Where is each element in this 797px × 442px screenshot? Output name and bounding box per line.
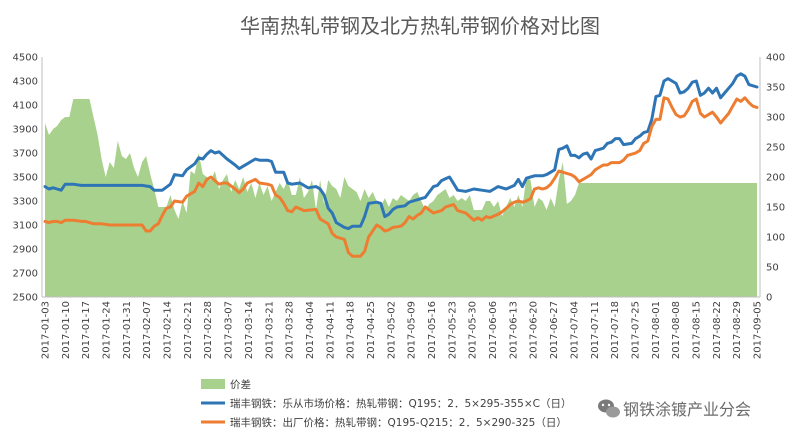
x-tick-label: 2017-03-28 <box>285 301 296 359</box>
x-tick-label: 2017-04-04 <box>305 301 316 359</box>
legend-label-factory-price: 瑞丰钢铁：出厂价格：热轧带钢：Q195-Q215：2．5×290-325（日） <box>230 416 567 429</box>
series-market-price-line <box>43 72 759 231</box>
x-tick-label: 2017-04-25 <box>366 301 377 359</box>
x-tick-label: 2017-08-01 <box>651 301 662 359</box>
x-tick-label: 2017-06-27 <box>549 301 560 359</box>
series-factory-price-line <box>43 96 759 258</box>
right-tick-label: 400 <box>766 53 785 64</box>
right-tick-label: 100 <box>766 233 785 244</box>
right-tick-label: 250 <box>766 143 785 154</box>
legend-label-spread: 价差 <box>230 378 251 391</box>
x-tick-label: 2017-05-16 <box>427 301 438 359</box>
right-tick-label: 0 <box>766 293 772 304</box>
x-tick-label: 2017-07-11 <box>590 301 601 359</box>
legend-label-market-price: 瑞丰钢铁：乐从市场价格：热轧带钢：Q195：2．5×295-355×C（日） <box>230 397 571 410</box>
left-tick-label: 4100 <box>13 101 38 112</box>
axes-layer <box>41 57 761 298</box>
x-tick-label: 2017-05-23 <box>447 301 458 359</box>
x-tick-label: 2017-04-11 <box>325 301 336 359</box>
x-tick-label: 2017-06-06 <box>488 301 499 359</box>
left-axis-ticks: 2500 2700 2900 3100 3300 3500 3700 3900 4100 4300… <box>13 53 38 304</box>
x-tick-label: 2017-01-17 <box>81 301 92 359</box>
legend-swatch-spread <box>201 379 225 389</box>
x-tick-label: 2017-08-15 <box>692 301 703 359</box>
series-spread-area <box>45 99 757 297</box>
x-tick-label: 2017-08-29 <box>732 301 743 359</box>
right-tick-label: 50 <box>766 263 779 274</box>
right-tick-label: 350 <box>766 83 785 94</box>
x-tick-label: 2017-02-14 <box>163 301 174 359</box>
x-tick-label: 2017-03-14 <box>244 301 255 359</box>
left-tick-label: 3900 <box>13 125 38 136</box>
x-tick-label: 2017-03-07 <box>224 301 235 359</box>
spread-area-layer <box>45 99 757 297</box>
x-tick-label: 2017-04-18 <box>346 301 357 359</box>
left-tick-label: 4500 <box>13 53 38 64</box>
chart-title: 华南热轧带钢及北方热轧带钢价格对比图 <box>240 14 600 38</box>
x-tick-label: 2017-06-13 <box>508 301 519 359</box>
left-tick-label: 3700 <box>13 149 38 160</box>
x-tick-label: 2017-05-09 <box>407 301 418 359</box>
left-tick-label: 2700 <box>13 269 38 280</box>
x-tick-label: 2017-08-22 <box>712 301 723 359</box>
x-tick-label: 2017-02-21 <box>183 301 194 359</box>
right-axis-ticks: 0 50 100 150 200 250 300 350 400 <box>766 53 785 304</box>
x-tick-label: 2017-08-08 <box>671 301 682 359</box>
x-tick-label: 2017-02-28 <box>203 301 214 359</box>
x-tick-label: 2017-05-30 <box>468 301 479 359</box>
x-tick-label: 2017-01-31 <box>122 301 133 359</box>
price-lines-layer <box>43 72 759 258</box>
right-tick-label: 200 <box>766 173 785 184</box>
wechat-icon <box>598 399 620 418</box>
watermark: 钢铁涂镀产业分会 <box>592 394 786 424</box>
x-tick-label: 2017-01-10 <box>61 301 72 359</box>
left-tick-label: 2500 <box>13 293 38 304</box>
watermark-text: 钢铁涂镀产业分会 <box>623 400 751 419</box>
x-tick-label: 2017-09-05 <box>753 301 764 359</box>
left-tick-label: 4300 <box>13 77 38 88</box>
x-tick-label: 2017-01-24 <box>102 301 113 359</box>
x-tick-label: 2017-07-18 <box>610 301 621 359</box>
x-axis-ticks: 2017-01-03 2017-01-10 2017-01-17 2017-01-24… <box>41 301 764 359</box>
x-tick-label: 2017-06-20 <box>529 301 540 359</box>
x-tick-label: 2017-03-21 <box>264 301 275 359</box>
left-tick-label: 3300 <box>13 197 38 208</box>
right-tick-label: 150 <box>766 203 785 214</box>
x-tick-label: 2017-05-02 <box>386 301 397 359</box>
left-tick-label: 3100 <box>13 221 38 232</box>
left-tick-label: 3500 <box>13 173 38 184</box>
watermark-backdrop <box>592 394 786 424</box>
x-tick-label: 2017-01-03 <box>41 301 52 359</box>
x-tick-label: 2017-02-07 <box>142 301 153 359</box>
left-tick-label: 2900 <box>13 245 38 256</box>
legend: 价差 瑞丰钢铁：乐从市场价格：热轧带钢：Q195：2．5×295-355×C（日… <box>201 378 571 429</box>
x-tick-label: 2017-07-04 <box>569 301 580 359</box>
right-tick-label: 300 <box>766 113 785 124</box>
x-tick-label: 2017-07-25 <box>630 301 641 359</box>
